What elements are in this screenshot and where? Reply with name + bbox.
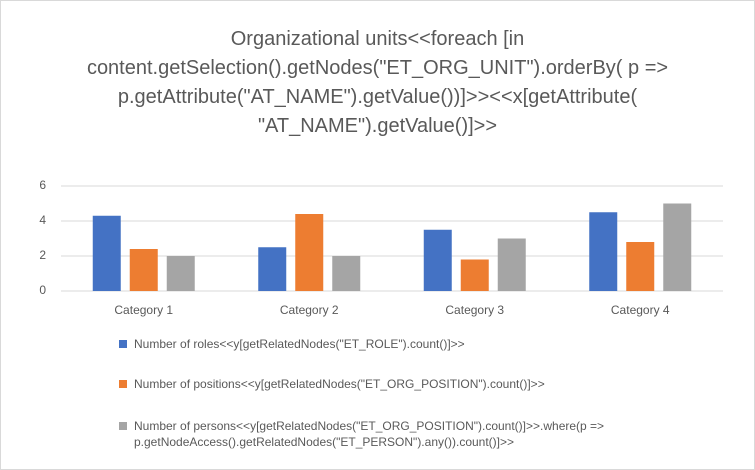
- x-tick-label: Category 1: [114, 303, 173, 317]
- legend-swatch: [119, 380, 127, 388]
- bar: [332, 256, 361, 291]
- legend-swatch: [119, 422, 127, 430]
- bar: [258, 247, 287, 291]
- y-tick-label: 2: [39, 248, 46, 262]
- legend-item: Number of positions<<y[getRelatedNodes("…: [119, 376, 674, 392]
- bar: [589, 212, 618, 291]
- legend-label: Number of persons<<y[getRelatedNodes("ET…: [134, 419, 605, 449]
- y-tick-label: 6: [39, 178, 46, 192]
- bar: [166, 256, 195, 291]
- bar: [663, 203, 692, 291]
- bar: [92, 215, 121, 291]
- bar: [497, 238, 526, 291]
- chart-title: Organizational units<<foreach [in conten…: [86, 28, 669, 137]
- y-tick-label: 4: [39, 213, 46, 227]
- legend-swatch: [119, 340, 127, 348]
- legend-item: Number of roles<<y[getRelatedNodes("ET_R…: [119, 336, 674, 352]
- legend-item: Number of persons<<y[getRelatedNodes("ET…: [119, 418, 674, 450]
- legend-label: Number of positions<<y[getRelatedNodes("…: [134, 377, 545, 391]
- x-tick-label: Category 3: [445, 303, 504, 317]
- x-tick-label: Category 4: [611, 303, 670, 317]
- legend-label: Number of roles<<y[getRelatedNodes("ET_R…: [134, 337, 465, 351]
- bar: [129, 249, 158, 291]
- y-tick-label: 0: [39, 283, 46, 297]
- bar: [460, 259, 489, 291]
- x-tick-label: Category 2: [280, 303, 339, 317]
- bar: [295, 214, 324, 291]
- bar: [423, 229, 452, 291]
- bar: [626, 242, 655, 291]
